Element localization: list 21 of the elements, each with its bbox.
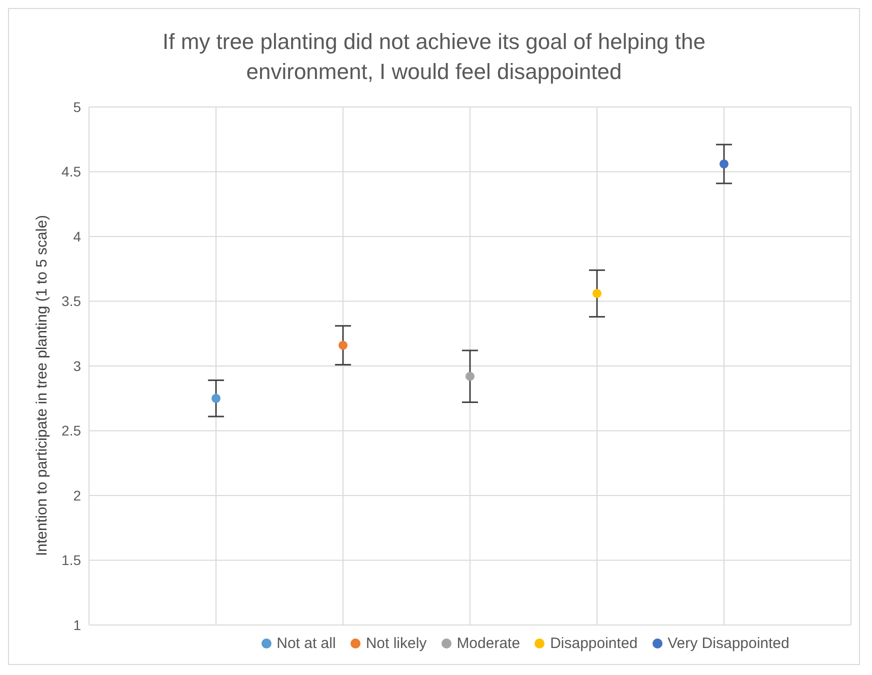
y-tick-label: 3 xyxy=(73,358,82,374)
legend-label: Not likely xyxy=(366,635,427,652)
point xyxy=(211,394,221,403)
legend-label: Disappointed xyxy=(550,635,638,652)
legend-label: Very Disappointed xyxy=(668,635,790,652)
point xyxy=(338,340,348,350)
y-tick-label: 4 xyxy=(73,228,82,244)
y-tick-label: 3.5 xyxy=(62,293,82,310)
legend-label: Moderate xyxy=(456,635,520,652)
y-tick-label: 2.5 xyxy=(62,422,82,439)
y-tick-label: 5 xyxy=(73,98,82,115)
legend-label: Not at all xyxy=(276,635,336,652)
y-tick-label: 2 xyxy=(73,487,82,504)
y-tick-label: 1 xyxy=(73,616,82,633)
point xyxy=(592,288,602,298)
y-axis-title: Intention to participate in tree planting (1 to 5 scale) xyxy=(33,214,50,556)
y-tick-label: 1.5 xyxy=(62,552,82,568)
point xyxy=(465,372,475,381)
y-tick-label: 4.5 xyxy=(62,164,82,180)
chart-title: If my tree planting did not achieve its goal of helping the environment, I would feel disappointed xyxy=(161,28,706,86)
point xyxy=(719,159,729,168)
